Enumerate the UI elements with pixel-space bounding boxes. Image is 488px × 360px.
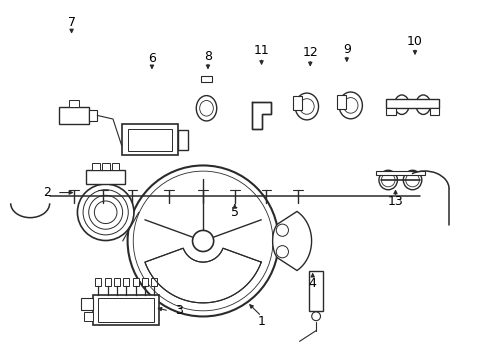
- Ellipse shape: [338, 92, 362, 119]
- Text: 11: 11: [253, 44, 269, 57]
- Ellipse shape: [77, 184, 134, 240]
- Ellipse shape: [311, 312, 320, 321]
- Ellipse shape: [403, 170, 421, 190]
- Bar: [104, 278, 110, 286]
- Bar: [127, 129, 172, 150]
- Text: 10: 10: [406, 35, 422, 49]
- Bar: [69, 100, 79, 107]
- Text: 6: 6: [148, 51, 156, 64]
- Text: 1: 1: [257, 315, 265, 328]
- Polygon shape: [252, 102, 270, 129]
- Bar: [132, 278, 139, 286]
- Bar: [385, 99, 438, 108]
- Text: 13: 13: [387, 195, 403, 208]
- Bar: [95, 278, 101, 286]
- Bar: [81, 298, 93, 310]
- Ellipse shape: [394, 95, 408, 114]
- Text: 2: 2: [43, 186, 51, 199]
- Bar: [429, 108, 438, 115]
- Polygon shape: [272, 211, 311, 270]
- Bar: [375, 171, 424, 175]
- Text: 3: 3: [174, 305, 183, 318]
- Ellipse shape: [127, 166, 278, 316]
- Bar: [111, 162, 119, 170]
- Bar: [178, 130, 188, 149]
- Bar: [114, 278, 120, 286]
- Text: 5: 5: [230, 206, 238, 219]
- Text: 8: 8: [203, 50, 211, 63]
- Text: 4: 4: [308, 278, 316, 291]
- Ellipse shape: [196, 96, 216, 121]
- Bar: [151, 278, 157, 286]
- Bar: [308, 271, 322, 311]
- Text: 12: 12: [302, 46, 318, 59]
- Text: 7: 7: [67, 16, 76, 29]
- Bar: [88, 110, 97, 121]
- Ellipse shape: [378, 170, 397, 190]
- Bar: [385, 108, 395, 115]
- Ellipse shape: [415, 95, 430, 114]
- Bar: [142, 278, 148, 286]
- Bar: [122, 125, 178, 155]
- Text: 9: 9: [342, 42, 350, 55]
- Bar: [336, 95, 345, 109]
- Bar: [92, 162, 100, 170]
- Bar: [93, 295, 159, 325]
- Bar: [98, 298, 154, 321]
- Bar: [102, 162, 109, 170]
- Bar: [293, 96, 302, 110]
- Ellipse shape: [192, 230, 213, 252]
- Bar: [86, 170, 125, 184]
- Bar: [123, 278, 129, 286]
- Bar: [200, 76, 212, 82]
- Bar: [83, 311, 93, 321]
- Ellipse shape: [295, 93, 318, 120]
- Bar: [59, 107, 88, 124]
- Polygon shape: [144, 248, 261, 303]
